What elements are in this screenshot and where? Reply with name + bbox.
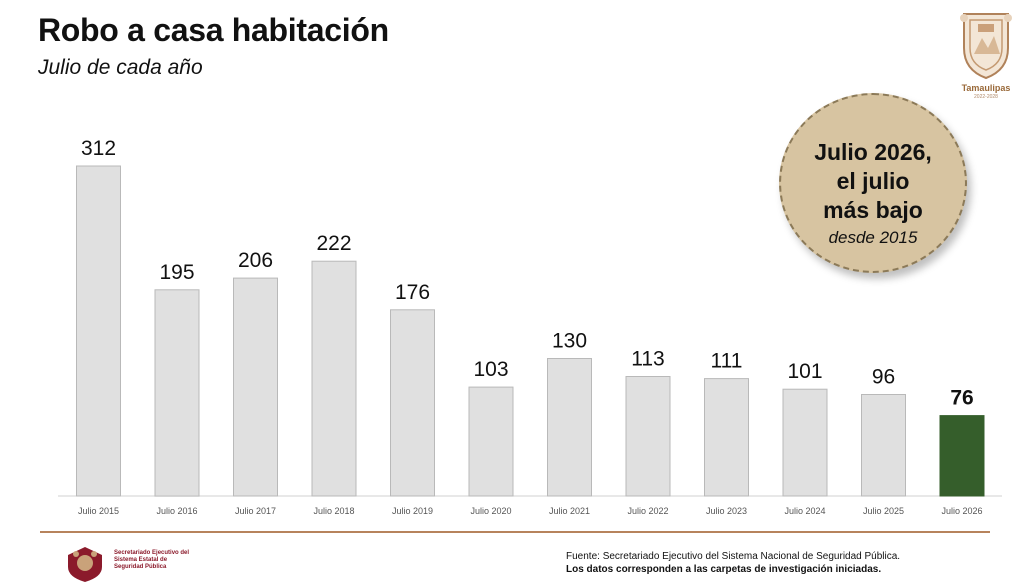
bar-julio-2020 — [468, 386, 514, 497]
badge-line-1: Julio 2026, — [814, 139, 932, 165]
badge-line-3: más bajo — [823, 197, 923, 223]
source-line-1: Fuente: Secretariado Ejecutivo del Siste… — [566, 551, 901, 562]
data-label: 96 — [872, 366, 895, 389]
x-tick-label: Julio 2017 — [235, 506, 276, 516]
data-label: 206 — [238, 249, 273, 272]
x-tick-label: Julio 2019 — [392, 506, 433, 516]
x-tick-label: Julio 2026 — [941, 506, 982, 516]
state-security-seal-icon — [68, 547, 102, 582]
data-label: 222 — [316, 232, 351, 255]
data-label: 130 — [552, 330, 587, 353]
x-tick-label: Julio 2016 — [156, 506, 197, 516]
data-label: 103 — [473, 358, 508, 381]
data-label: 111 — [711, 350, 743, 373]
logo-years: 2022-2028 — [974, 94, 998, 100]
data-label: 101 — [787, 360, 822, 383]
tamaulipas-coat-of-arms-icon — [960, 13, 1012, 80]
x-tick-label: Julio 2020 — [470, 506, 511, 516]
bar-julio-2019 — [390, 309, 435, 497]
bar-julio-2026 — [939, 415, 985, 497]
data-label: 113 — [631, 348, 664, 371]
x-tick-label: Julio 2015 — [78, 506, 119, 516]
x-tick-label: Julio 2022 — [627, 506, 668, 516]
highlight-badge: Julio 2026, el julio más bajo desde 2015 — [779, 93, 967, 273]
logo-name: Tamaulipas — [961, 83, 1011, 93]
bar-julio-2024 — [782, 388, 828, 497]
bar-julio-2023 — [704, 378, 749, 497]
x-tick-label: Julio 2018 — [313, 506, 354, 516]
footer-seal-text: Secretariado Ejecutivo del Sistema Estat… — [114, 550, 190, 570]
chart-subtitle: Julio de cada año — [38, 56, 203, 79]
footer-divider — [40, 531, 990, 533]
badge-line-2: el julio — [836, 168, 910, 194]
source-note: Fuente: Secretariado Ejecutivo del Siste… — [566, 550, 900, 576]
chart-title: Robo a casa habitación — [38, 12, 389, 48]
state-logo: Tamaulipas 2022-2028 — [956, 8, 1016, 100]
x-tick-label: Julio 2025 — [863, 506, 904, 516]
bar-julio-2021 — [547, 358, 592, 497]
x-tick-label: Julio 2023 — [706, 506, 747, 516]
bar-julio-2016 — [154, 289, 200, 497]
footer-seal — [62, 545, 108, 583]
bar-julio-2015 — [76, 165, 121, 497]
bar-julio-2022 — [625, 376, 671, 497]
x-tick-label: Julio 2021 — [549, 506, 590, 516]
data-label: 76 — [950, 387, 973, 410]
bar-julio-2018 — [311, 260, 357, 497]
x-tick-label: Julio 2024 — [784, 506, 825, 516]
bar-julio-2017 — [233, 277, 278, 497]
source-line-2: Los datos corresponden a las carpetas de… — [566, 564, 882, 575]
bar-julio-2025 — [861, 394, 906, 497]
data-label: 195 — [159, 261, 194, 284]
bar-chart: 312 Julio 2015 195 Julio 2016 206 Julio 2017 2… — [58, 137, 1002, 516]
badge-line-4: desde 2015 — [828, 228, 918, 247]
data-label: 312 — [81, 137, 116, 160]
data-label: 176 — [395, 281, 430, 304]
